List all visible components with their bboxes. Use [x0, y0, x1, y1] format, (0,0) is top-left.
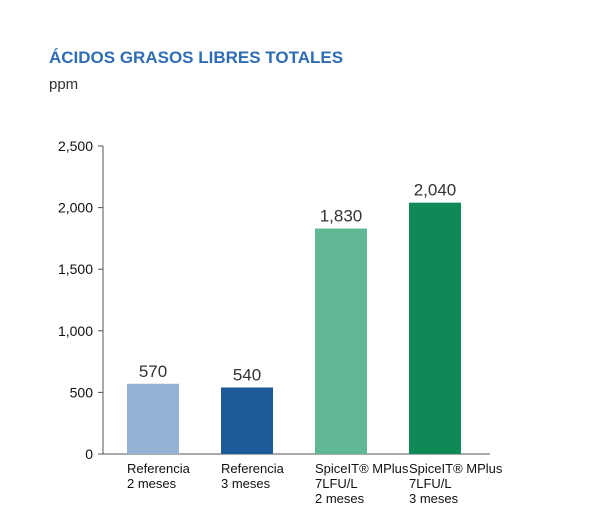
y-tick-label: 2,000: [58, 200, 93, 216]
category-label-line: Referencia: [127, 461, 191, 476]
data-label: 570: [139, 362, 167, 381]
category-label-line: 7LFU/L: [315, 476, 358, 491]
bar: [221, 387, 273, 454]
data-label: 540: [233, 365, 261, 384]
y-tick-label: 0: [85, 446, 93, 462]
category-label-line: 2 meses: [127, 476, 177, 491]
data-label: 1,830: [320, 207, 363, 226]
category-label-line: 7LFU/L: [409, 476, 452, 491]
bar: [315, 228, 367, 454]
y-tick-label: 1,000: [58, 323, 93, 339]
category-label-line: 2 meses: [315, 491, 365, 506]
category-label: SpiceIT® MPlus 7LFU/L 2 meses: [315, 461, 409, 506]
bar: [409, 202, 461, 454]
chart-unit-label: ppm: [49, 76, 79, 93]
category-label-line: Referencia: [221, 461, 285, 476]
y-tick-label: 500: [70, 384, 94, 400]
category-label-line: 3 meses: [409, 491, 459, 506]
y-tick-label: 1,500: [58, 261, 93, 277]
category-label-line: 3 meses: [221, 476, 271, 491]
category-label: SpiceIT® MPlus 7LFU/L 3 meses: [409, 461, 503, 506]
category-label-line: SpiceIT® MPlus: [409, 461, 503, 476]
y-tick-label: 2,500: [58, 138, 93, 154]
bar: [127, 383, 179, 454]
chart-title: ÁCIDOS GRASOS LIBRES TOTALES: [49, 48, 344, 67]
category-label: Referencia 2 meses: [127, 461, 191, 491]
data-label: 2,040: [414, 181, 457, 200]
category-label: Referencia 3 meses: [221, 461, 285, 491]
category-label-line: SpiceIT® MPlus: [315, 461, 409, 476]
